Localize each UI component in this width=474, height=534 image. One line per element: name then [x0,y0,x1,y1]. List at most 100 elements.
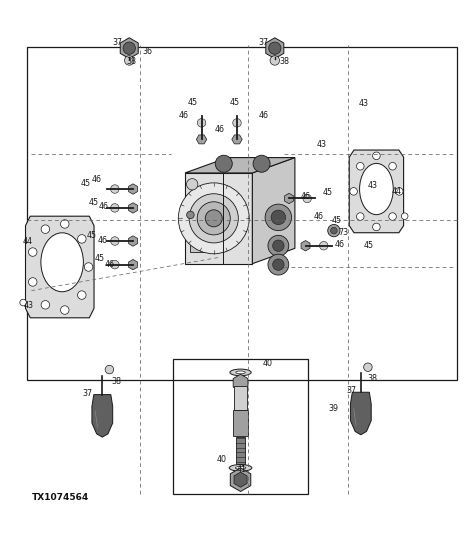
Circle shape [350,187,357,195]
Polygon shape [350,392,371,435]
Circle shape [270,56,280,65]
Bar [27,47,457,380]
Circle shape [41,301,50,309]
Circle shape [215,155,232,172]
Bar [235,386,246,410]
Text: 37: 37 [82,389,92,398]
Circle shape [265,204,292,231]
Circle shape [273,259,284,270]
Circle shape [197,119,206,127]
Text: TX1074564: TX1074564 [31,493,89,501]
Circle shape [110,237,119,245]
Circle shape [389,162,396,170]
Circle shape [187,211,194,219]
Circle shape [273,240,284,252]
Text: 46: 46 [258,111,268,120]
Text: 46: 46 [104,260,114,269]
Text: 38: 38 [126,57,136,66]
Polygon shape [349,150,403,233]
Circle shape [61,306,69,315]
Ellipse shape [360,163,393,215]
Text: 45: 45 [81,179,91,189]
Text: 38: 38 [368,374,378,382]
Text: 46: 46 [97,235,107,245]
Circle shape [268,235,289,256]
Text: 45: 45 [188,98,198,107]
Polygon shape [26,216,94,318]
Circle shape [401,213,408,219]
Text: 45: 45 [86,231,97,240]
Circle shape [125,56,134,65]
Text: 46: 46 [99,202,109,211]
Text: 38: 38 [279,57,289,66]
Circle shape [395,187,403,195]
Text: 45: 45 [88,198,99,207]
Text: 37: 37 [346,386,356,395]
Text: 38: 38 [111,377,121,386]
Text: 46: 46 [335,240,345,249]
Circle shape [78,291,86,300]
Text: 43: 43 [24,301,34,310]
Text: 45: 45 [229,98,240,107]
Circle shape [41,225,50,233]
Polygon shape [185,173,252,264]
Text: 43: 43 [359,98,369,107]
Circle shape [330,227,337,234]
Ellipse shape [229,465,252,471]
Text: 40: 40 [217,456,227,465]
Polygon shape [190,192,223,253]
Text: 39: 39 [329,404,339,413]
Text: 36: 36 [142,46,152,56]
Circle shape [110,261,119,269]
Circle shape [105,365,114,374]
Circle shape [189,194,238,243]
Text: 37: 37 [258,38,269,47]
Text: 46: 46 [179,111,189,120]
Bar [233,410,248,436]
Circle shape [197,202,230,235]
Circle shape [123,42,136,54]
Circle shape [319,241,328,250]
Bar [236,437,245,464]
Circle shape [205,210,222,227]
Circle shape [178,183,249,254]
Ellipse shape [236,371,245,374]
Text: 40: 40 [263,359,273,368]
Circle shape [269,42,281,54]
Bar [173,359,308,494]
Circle shape [233,119,241,127]
Circle shape [28,278,37,286]
Circle shape [110,185,119,193]
Circle shape [253,155,270,172]
Circle shape [28,248,37,256]
Text: 41: 41 [237,465,247,474]
Text: 73: 73 [338,227,348,237]
Text: 37: 37 [113,38,123,47]
Circle shape [61,219,69,228]
Text: 45: 45 [331,216,341,225]
Text: 46: 46 [301,192,311,201]
Polygon shape [92,395,113,437]
Circle shape [271,210,286,225]
Text: 43: 43 [368,181,378,190]
Circle shape [373,152,380,160]
Circle shape [373,223,380,231]
Text: 45: 45 [364,241,374,250]
Polygon shape [185,158,295,173]
Text: 45: 45 [323,189,333,197]
Ellipse shape [236,466,246,469]
Text: 46: 46 [215,125,225,135]
Text: 44: 44 [22,237,32,246]
Circle shape [78,234,86,243]
Ellipse shape [41,233,83,292]
Circle shape [84,263,93,271]
Text: 46: 46 [313,213,323,222]
Text: 46: 46 [92,175,102,184]
Circle shape [187,178,198,190]
Circle shape [303,194,311,203]
Circle shape [110,203,119,212]
Circle shape [268,254,289,275]
Circle shape [364,363,372,372]
Circle shape [328,224,340,237]
Circle shape [356,213,364,221]
